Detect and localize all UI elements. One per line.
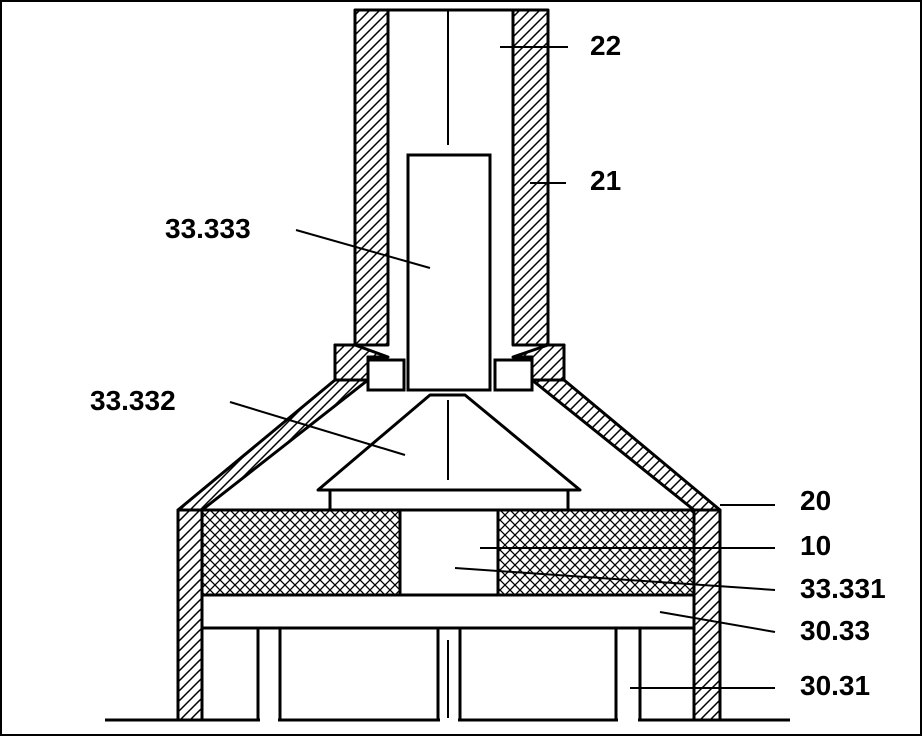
inner-pipe: [408, 155, 490, 390]
chimney-wall-right: [513, 10, 548, 345]
spreader-plate: [330, 490, 568, 510]
packing-left: [202, 510, 400, 595]
label-l33_332: 33.332: [90, 385, 176, 416]
label-l21: 21: [590, 165, 621, 196]
collar-block-right: [495, 360, 532, 390]
label-l30_33: 30.33: [800, 615, 870, 646]
support-plate: [202, 595, 694, 628]
label-l33_331: 33.331: [800, 573, 886, 604]
body-wall-left: [178, 510, 202, 720]
label-l10: 10: [800, 530, 831, 561]
collar-block-left: [368, 360, 404, 390]
chimney-wall-left: [355, 10, 388, 345]
inner-box: [400, 510, 498, 595]
label-l22: 22: [590, 30, 621, 61]
label-l33_333: 33.333: [165, 213, 251, 244]
label-l30_31: 30.31: [800, 670, 870, 701]
label-l20: 20: [800, 485, 831, 516]
